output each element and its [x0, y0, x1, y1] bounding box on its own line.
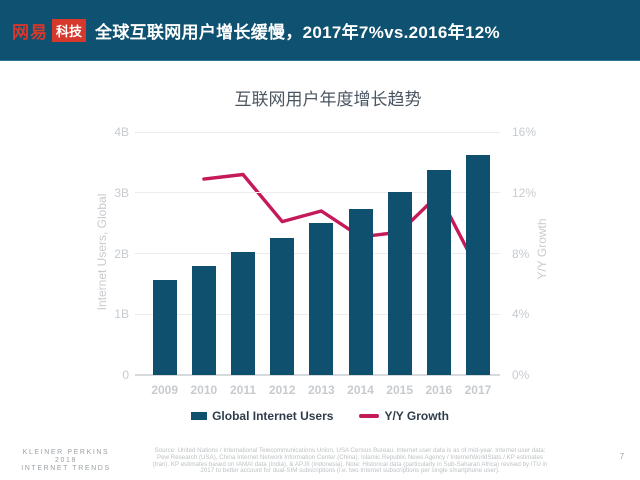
footer-brand-line-1: KLEINER PERKINS	[22, 449, 110, 456]
right-axis-tick-4%: 4%	[512, 307, 530, 322]
gridline-3B	[135, 192, 500, 194]
x-axis-label-2013: 2013	[307, 383, 335, 397]
bar-2012	[270, 237, 295, 375]
slide-title: 全球互联网用户增长缓慢，2017年7%vs.2016年12%	[95, 22, 500, 42]
bar-2014	[348, 209, 373, 375]
footer-brand-line-2: 2018	[55, 457, 77, 464]
legend-item-yoy-growth: Y/Y Growth	[359, 409, 449, 423]
plot-area	[135, 131, 500, 376]
x-axis-label-2010: 2010	[190, 383, 218, 397]
bar-2016	[426, 169, 451, 375]
right-axis-tick-0%: 0%	[512, 368, 530, 382]
line-swatch-icon	[359, 414, 380, 418]
chart-legend: Global Internet Users Y/Y Growth	[0, 409, 640, 423]
right-axis-tick-12%: 12%	[512, 185, 537, 200]
netease-logo: 网易 科技	[12, 18, 87, 43]
left-axis-tick-3B: 3B	[114, 185, 129, 200]
page-number: 7	[619, 452, 625, 461]
x-axis-label-2009: 2009	[151, 383, 179, 397]
logo-brand-text: 网易	[12, 22, 48, 42]
left-axis-tick-4B: 4B	[114, 125, 129, 139]
gridline-0	[135, 374, 500, 376]
legend-label-users: Global Internet Users	[212, 409, 334, 423]
footer-brand-block: KLEINER PERKINS 2018 INTERNET TRENDS	[8, 449, 124, 473]
x-axis-label-2014: 2014	[347, 383, 374, 397]
x-axis-label-2016: 2016	[425, 383, 453, 397]
bar-2013	[309, 223, 334, 375]
x-axis-label-2017: 2017	[464, 383, 492, 397]
gridline-4B	[135, 131, 500, 133]
right-axis-tick-8%: 8%	[512, 246, 530, 261]
right-axis-tick-16%: 16%	[512, 125, 537, 139]
bar-2011	[231, 251, 256, 375]
x-axis-label-2012: 2012	[268, 383, 296, 397]
left-axis-tick-2B: 2B	[114, 246, 129, 261]
left-axis-tick-1B: 1B	[114, 307, 129, 322]
bar-2017	[465, 155, 490, 375]
footer-brand-line-3: INTERNET TRENDS	[21, 465, 111, 472]
x-axis-label-2015: 2015	[386, 383, 413, 397]
logo-tech-badge: 科技	[52, 18, 87, 42]
bar-2009	[152, 279, 177, 375]
source-note: Source: United Nations / International T…	[152, 447, 548, 475]
header-bar: 网易 科技 全球互联网用户增长缓慢，2017年7%vs.2016年12%	[0, 0, 640, 61]
x-axis-label-2011: 2011	[229, 383, 257, 397]
legend-label-growth: Y/Y Growth	[384, 409, 449, 423]
bar-2015	[387, 191, 412, 375]
legend-item-global-internet-users: Global Internet Users	[191, 409, 333, 423]
left-axis-tick-0: 0	[122, 368, 129, 382]
bar-2010	[191, 266, 216, 375]
bar-swatch-icon	[191, 412, 208, 420]
chart-title: 互联网用户年度增长趋势	[234, 90, 422, 109]
